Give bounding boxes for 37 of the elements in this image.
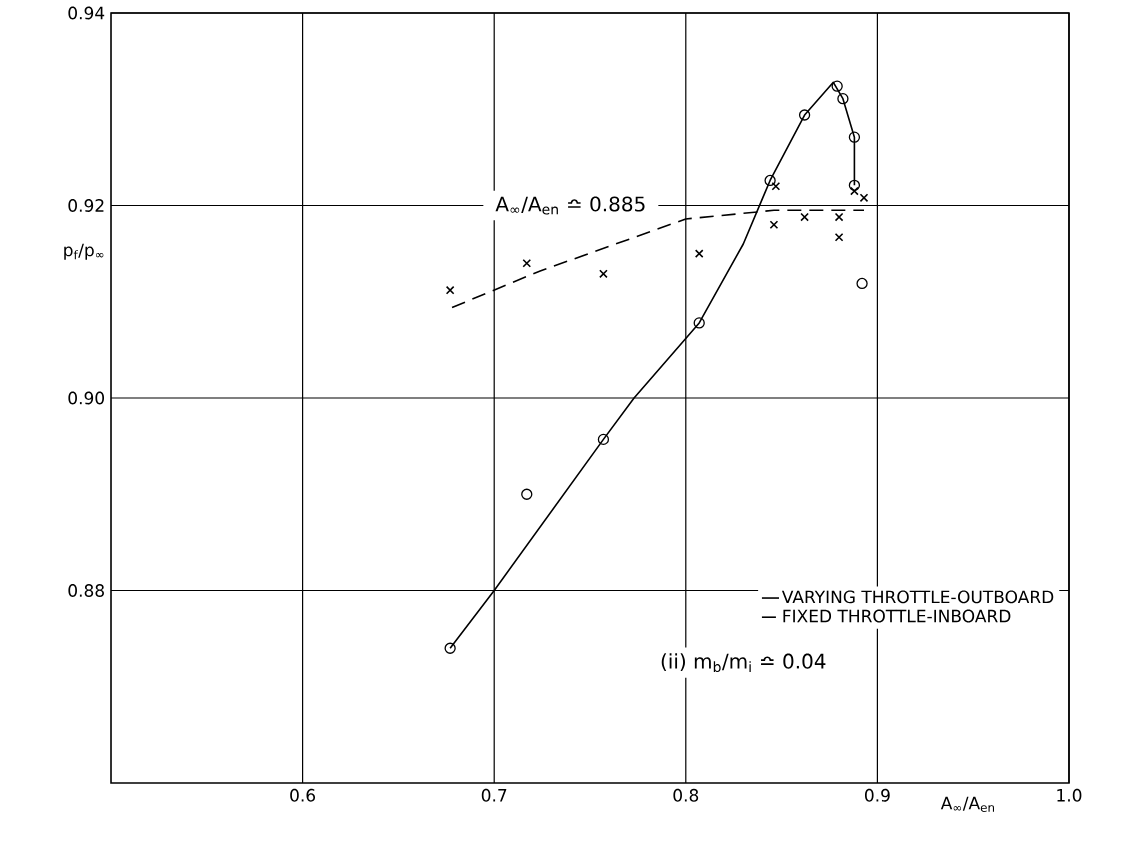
annotation: (ii) m$_{b}$/m$_{i}$ ≏ 0.04 (661, 653, 826, 673)
point (694, 249, 704, 258)
point (522, 258, 532, 268)
y-axis-title: p$_{f}$/p$_{∞}$ (64, 243, 104, 260)
point (834, 232, 844, 242)
point (798, 109, 811, 121)
point (850, 186, 859, 196)
point (444, 642, 456, 654)
legend-label: FIXED THROTTLE-INBOARD (783, 609, 1011, 623)
point (693, 317, 705, 329)
point (848, 179, 861, 191)
point (848, 131, 861, 143)
annotation: A$_{∞}$/A$_{en}$ ≏ 0.885 (495, 196, 645, 215)
point (834, 212, 844, 222)
y-tick-label: 0.94 (68, 6, 105, 20)
point (859, 193, 869, 203)
point (764, 174, 776, 187)
point (769, 220, 779, 230)
point (599, 269, 608, 279)
point (837, 93, 849, 105)
y-tick-label: 0.90 (68, 391, 105, 405)
x-axis-title: A$_{∞}$/A$_{en}$ (940, 796, 994, 813)
point (856, 277, 868, 290)
x-tick-label: 0.7 (481, 788, 507, 802)
legend-label: VARYING THROTTLE-OUTBOARD (781, 590, 1054, 604)
point (831, 80, 843, 92)
point (597, 433, 610, 446)
point (521, 488, 533, 500)
point (771, 181, 781, 191)
x-tick-label: 0.9 (864, 788, 890, 802)
y-tick-label: 0.92 (68, 199, 104, 212)
x-tick-label: 1.0 (1057, 788, 1082, 802)
x-tick-label: 0.8 (673, 788, 699, 802)
x-tick-label: 0.6 (290, 788, 316, 802)
y-tick-label: 0.88 (68, 584, 104, 597)
point (445, 285, 455, 295)
point (800, 212, 809, 222)
